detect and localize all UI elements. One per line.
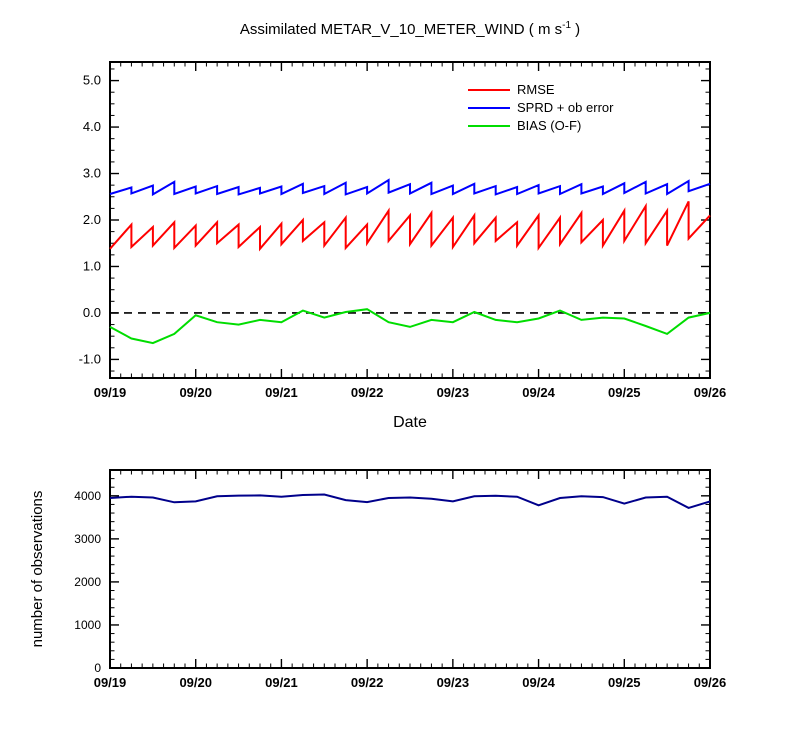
- x-tick-label: 09/21: [265, 385, 298, 400]
- y-tick-label: 1000: [74, 618, 101, 632]
- x-tick-label: 09/25: [608, 385, 641, 400]
- chart-title-superscript: -1: [562, 20, 572, 31]
- y-tick-label: 5.0: [83, 73, 101, 88]
- x-tick-label: 09/23: [437, 385, 470, 400]
- y-tick-label: 0.0: [83, 305, 101, 320]
- chart-title-suffix: ): [571, 21, 581, 38]
- y-axis-title: number of observations: [29, 491, 46, 648]
- x-tick-label: 09/19: [94, 385, 127, 400]
- legend-label: RMSE: [517, 82, 555, 97]
- top-chart-canvas: 09/19 09/20 09/21 09/22 09/23 09/24 09/25 09/26…: [79, 61, 727, 431]
- y-tick-label: 4.0: [83, 119, 101, 134]
- y-tick-label: 3.0: [83, 166, 101, 181]
- chart-title: Assimilated METAR_V_10_METER_WIND ( m s-…: [110, 20, 710, 38]
- series-sprd-ob-error: [109, 178, 711, 197]
- x-tick-label: 09/26: [694, 675, 727, 690]
- x-axis-title: Date: [393, 414, 427, 431]
- x-tick-label: 09/19: [94, 675, 127, 690]
- x-tick-label: 09/22: [351, 385, 384, 400]
- x-tick-label: 09/22: [351, 675, 384, 690]
- series-rmse: [109, 200, 711, 252]
- series-bias-o-f: [109, 308, 711, 345]
- x-tick-label: 09/21: [265, 675, 298, 690]
- bottom-chart-canvas: 09/19 09/20 09/21 09/22 09/23 09/24 09/25 09/26…: [29, 469, 727, 690]
- x-tick-label: 09/24: [522, 675, 555, 690]
- y-tick-label: 2.0: [83, 212, 101, 227]
- x-tick-label: 09/20: [179, 385, 212, 400]
- y-tick-label: -1.0: [79, 351, 101, 366]
- y-tick-label: 3000: [74, 532, 101, 546]
- series-number-of-observations: [109, 493, 711, 509]
- x-tick-label: 09/24: [522, 385, 555, 400]
- y-tick-label: 0: [94, 661, 101, 675]
- legend-label: BIAS (O-F): [517, 118, 581, 133]
- legend-label: SPRD + ob error: [517, 100, 614, 115]
- chart-title-text: Assimilated METAR_V_10_METER_WIND ( m s: [239, 21, 563, 38]
- y-tick-label: 1.0: [83, 258, 101, 273]
- y-tick-label: 4000: [74, 489, 101, 503]
- x-tick-label: 09/25: [608, 675, 641, 690]
- x-tick-label: 09/26: [694, 385, 727, 400]
- x-tick-label: 09/20: [179, 675, 212, 690]
- y-tick-label: 2000: [74, 575, 101, 589]
- x-tick-label: 09/23: [437, 675, 470, 690]
